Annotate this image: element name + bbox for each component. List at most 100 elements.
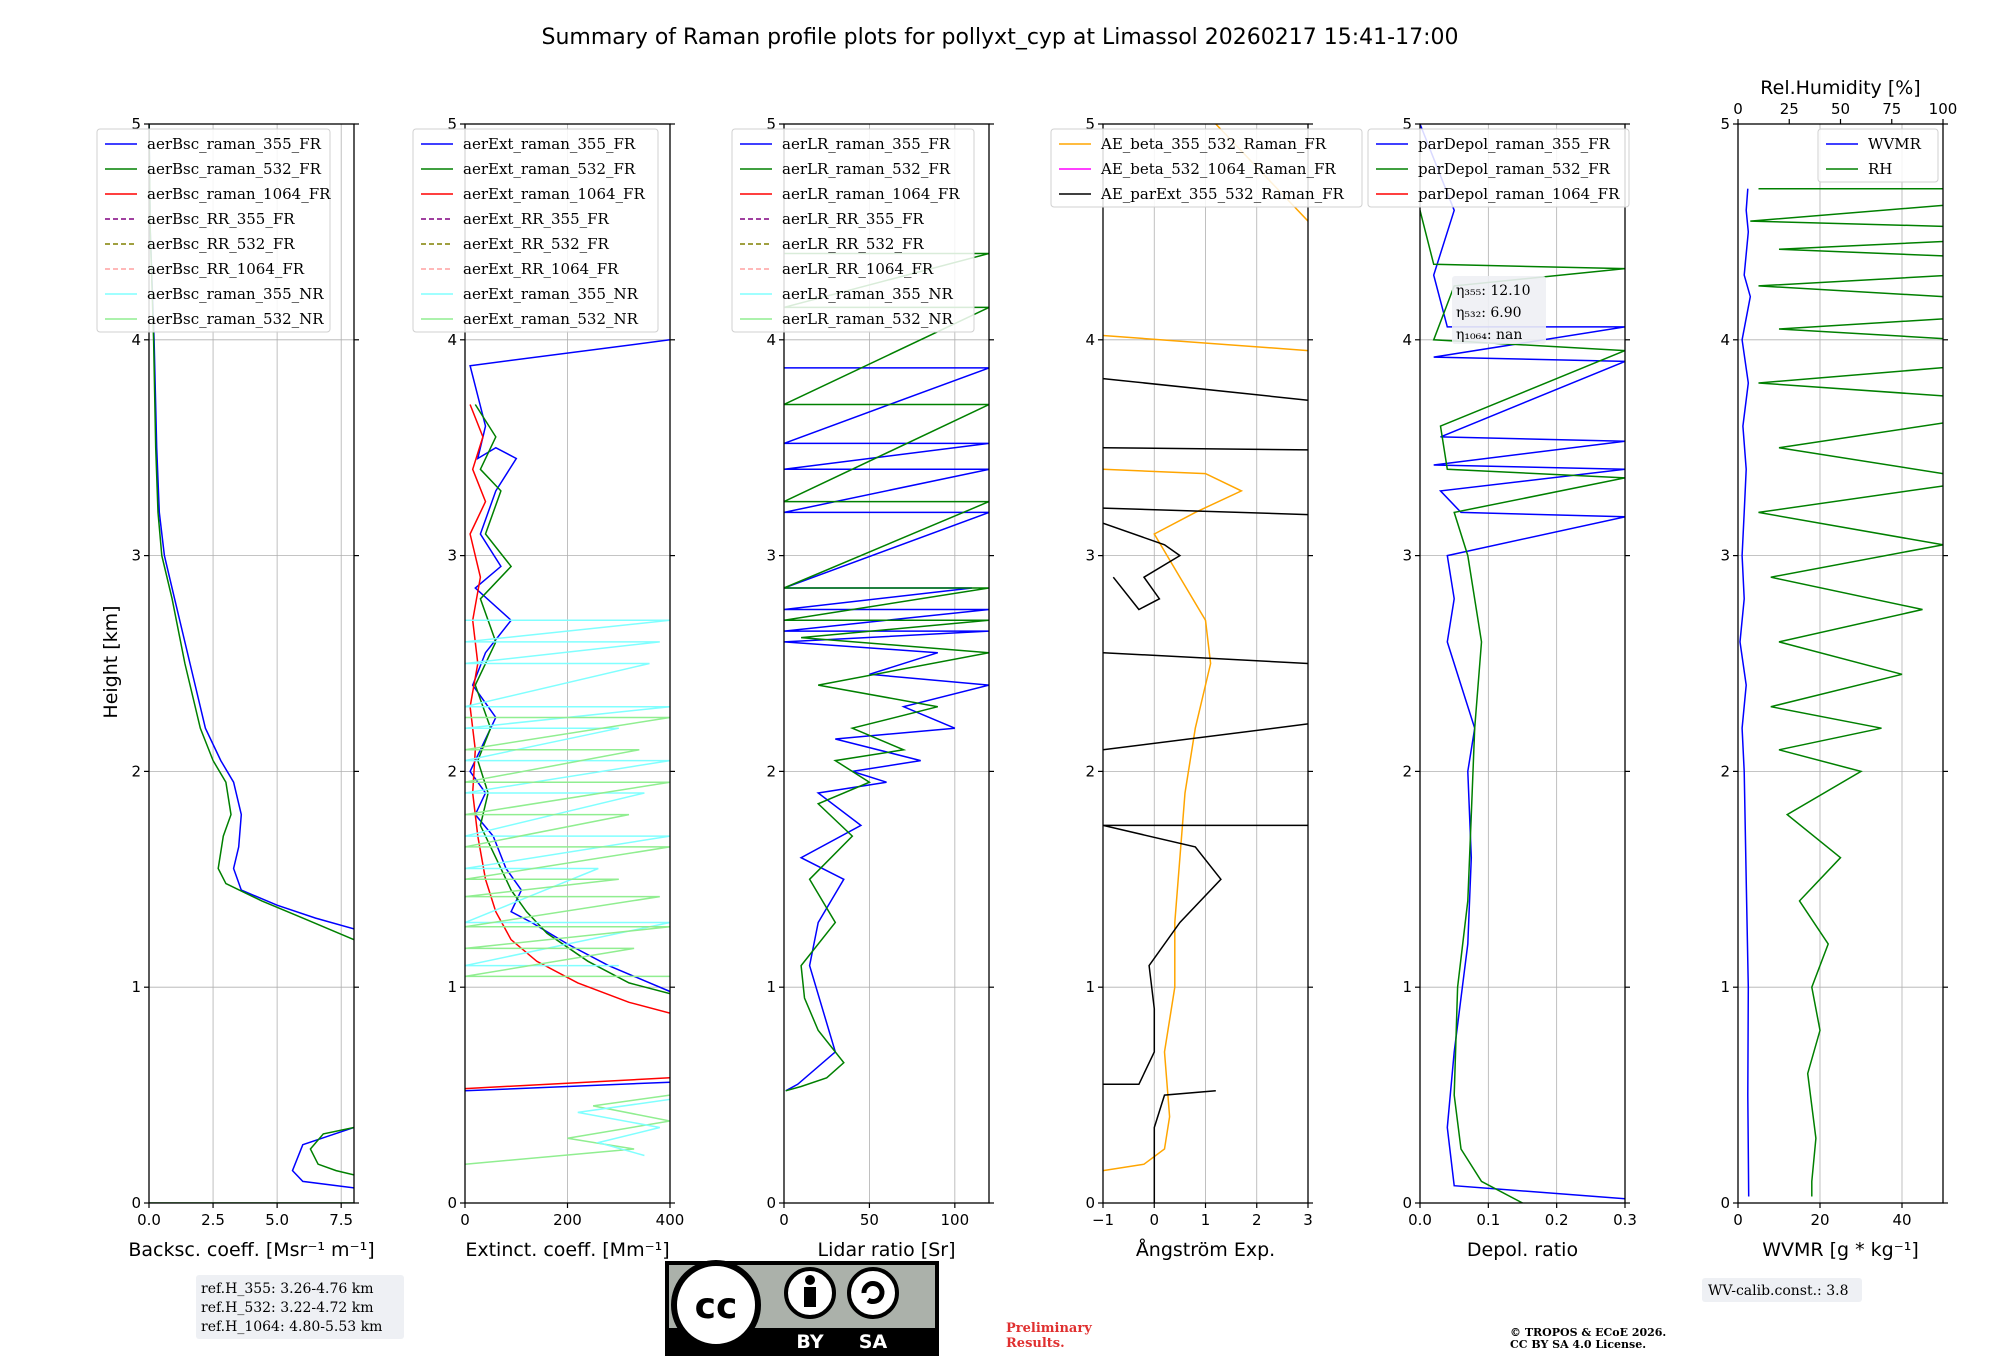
x-tick-label: 0.0 [137,1211,161,1229]
x-tick-label: 3 [1303,1211,1313,1229]
series-line-aerBsc_raman_532_FR [149,124,354,941]
y-tick-label: 5 [131,115,141,133]
legend-label: aerExt_raman_355_FR [463,135,636,153]
legend-label: aerExt_RR_1064_FR [463,260,619,278]
x-axis-label: Ångström Exp. [1136,1238,1275,1261]
x-axis-label: Lidar ratio [Sr] [818,1239,956,1261]
series-group [149,124,354,1203]
x-tick-label: 0 [1733,1211,1743,1229]
preliminary-line-2: Results. [1006,1336,1065,1351]
legend-label: aerExt_raman_1064_FR [463,185,645,203]
top-axis-label: Rel.Humidity [%] [1760,77,1920,99]
panel-water_vapor: 0 20 40 0 1 2 3 4 5 WVMR [g * kg⁻¹] 0 25 50 75 100 Rel.… [1720,77,1958,1261]
x-tick-label: 0.2 [1545,1211,1569,1229]
series-group [1420,124,1625,1203]
y-tick-label: 2 [447,762,457,780]
top-tick-label: 75 [1882,100,1901,118]
legend-label: aerBsc_raman_355_FR [147,135,322,153]
top-tick-label: 50 [1831,100,1850,118]
legend-label: RH [1868,160,1892,178]
series-line-aerBsc_raman_355_FR [149,124,354,930]
x-axis-label: Depol. ratio [1467,1239,1578,1261]
y-tick-label: 4 [1085,331,1095,349]
legend-label: aerLR_RR_1064_FR [782,260,934,278]
y-tick-label: 5 [1085,115,1095,133]
panel-extinction: 0 200 400 0 1 2 3 4 5 Extinct. coeff. [Mm⁻¹] aerEx… [412,115,684,1261]
series-line-AE_parExt_355_532_Raman_FR [1103,377,1308,1203]
x-tick-label: 1 [1201,1211,1211,1229]
legend-label: parDepol_raman_1064_FR [1418,185,1620,203]
wv-calib-text: WV-calib.const.: 3.8 [1708,1283,1848,1299]
y-tick-label: 0 [1402,1194,1412,1212]
sa-share-icon [847,1267,899,1319]
legend-label: aerBsc_raman_532_NR [147,310,324,328]
x-axis-label: Backsc. coeff. [Msr⁻¹ m⁻¹] [128,1239,374,1261]
ref-height-1064: ref.H_1064: 4.80-5.53 km [201,1319,382,1335]
x-tick-label: 20 [1810,1211,1829,1229]
y-tick-label: 2 [1720,762,1730,780]
series-group [465,339,670,1165]
panel-backscatter: 0.0 2.5 5.0 7.5 0 1 2 3 4 5 Backsc. coeff. [Msr⁻¹ … [96,115,375,1261]
copyright-line-2: CC BY SA 4.0 License. [1510,1338,1646,1351]
series-group [1739,187,1943,1197]
eta-box [1452,276,1546,344]
axes-frame [148,123,355,1204]
y-axis-label: Height [km] [100,605,122,718]
legend-label: AE_parExt_355_532_Raman_FR [1100,185,1345,203]
y-tick-label: 5 [1720,115,1730,133]
y-tick-label: 3 [1085,547,1095,565]
series-line-aerExt_raman_532_FR [474,404,670,995]
y-tick-label: 0 [131,1194,141,1212]
x-tick-label: 5.0 [265,1211,289,1229]
ref-height-box [196,1275,404,1339]
y-tick-label: 2 [766,762,776,780]
y-tick-label: 3 [131,547,141,565]
legend-label: aerBsc_raman_355_NR [147,285,324,303]
legend-label: aerBsc_RR_355_FR [147,210,295,228]
legend-label: aerExt_RR_532_FR [463,235,610,253]
x-tick-label: 0.0 [1408,1211,1432,1229]
series-line-aerExt_raman_355_NR_low [577,1098,670,1157]
legend-label: aerLR_raman_532_NR [782,310,953,328]
x-tick-label: 0 [460,1211,470,1229]
by-person-body [804,1287,816,1307]
x-tick-label: 2 [1252,1211,1262,1229]
x-tick-label: 2.5 [201,1211,225,1229]
series-line-aerExt_raman_532_NR_low [465,1094,670,1165]
legend-box [1367,128,1630,208]
wv-calib-note: WV-calib.const.: 3.8 [1702,1278,1862,1302]
x-tick-label: 0 [779,1211,789,1229]
x-tick-label: 0.1 [1476,1211,1500,1229]
series-line-aerBsc_raman_532_FR_low [309,1126,354,1176]
series-line-aerExt_raman_355_NR [465,619,670,967]
legend-label: aerBsc_raman_532_FR [147,160,322,178]
legend-label: aerExt_raman_532_FR [463,160,636,178]
by-label: BY [796,1331,823,1353]
legend-label: aerLR_raman_532_FR [782,160,951,178]
legend-box [96,128,331,333]
y-tick-label: 2 [1085,762,1095,780]
y-tick-label: 5 [447,115,457,133]
legend-label: aerLR_RR_355_FR [782,210,924,228]
series-line-aerExt_raman_FR_low [465,1081,670,1092]
legend-label: AE_beta_355_532_Raman_FR [1100,135,1327,153]
eta-532: η₅₃₂: 6.90 [1456,305,1522,321]
wv-calib-box [1702,1278,1862,1302]
figure-title: Summary of Raman profile plots for polly… [542,25,1459,50]
cc-logo [671,1260,761,1350]
cc-by-sa-badge: cc BY SA [665,1260,939,1356]
legend-label: aerLR_raman_355_NR [782,285,953,303]
legend-label: parDepol_raman_355_FR [1418,135,1611,153]
y-tick-label: 4 [447,331,457,349]
y-tick-label: 1 [131,978,141,996]
copyright-line-1: © TROPOS & ECoE 2026. [1510,1326,1666,1339]
eta-355: η₃₅₅: 12.10 [1456,283,1530,299]
y-tick-label: 1 [1402,978,1412,996]
y-tick-label: 3 [766,547,776,565]
y-tick-label: 2 [1402,762,1412,780]
top-tick-label: 100 [1929,100,1958,118]
y-tick-label: 5 [1402,115,1412,133]
y-tick-label: 1 [1085,978,1095,996]
y-tick-label: 1 [1720,978,1730,996]
x-axis-label: WVMR [g * kg⁻¹] [1762,1239,1919,1261]
